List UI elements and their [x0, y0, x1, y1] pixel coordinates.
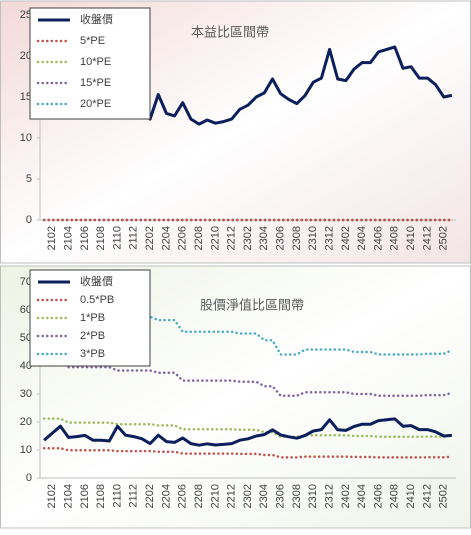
- x-tick-label: 2210: [209, 484, 221, 508]
- legend-box: [29, 7, 151, 120]
- x-tick-label: 2310: [307, 484, 319, 508]
- x-tick-label: 2402: [340, 226, 352, 250]
- x-tick-label: 2210: [209, 226, 221, 250]
- x-tick-label: 2310: [307, 226, 319, 250]
- x-tick-label: 2312: [323, 484, 335, 508]
- legend: 收盤價 5*PE 10*PE 15*PE 20*PE: [29, 7, 151, 120]
- legend-box: [29, 269, 151, 367]
- x-tick-label: 2406: [372, 226, 384, 250]
- x-tick-label: 2102: [46, 226, 58, 250]
- x-tick-label: 2412: [421, 226, 433, 250]
- legend-label: 收盤價: [80, 274, 113, 288]
- x-tick-label: 2206: [177, 226, 189, 250]
- legend-label: 3*PB: [80, 348, 105, 360]
- legend-label: 5*PE: [80, 35, 105, 47]
- x-tick-label: 2406: [372, 484, 384, 508]
- x-tick-label: 2110: [111, 226, 123, 250]
- x-tick-label: 2104: [62, 226, 74, 250]
- x-tick-label: 2106: [79, 226, 91, 250]
- x-tick-label: 2502: [438, 226, 450, 250]
- chart-title: 股價淨值比區間帶: [200, 297, 304, 312]
- x-tick-label: 2402: [340, 484, 352, 508]
- series-line: [43, 417, 453, 447]
- x-tick-label: 2302: [242, 484, 254, 508]
- y-tick-label: 0: [26, 214, 32, 226]
- x-tick-label: 2408: [389, 484, 401, 508]
- y-tick-label: 70: [20, 276, 32, 288]
- y-tick-label: 5: [26, 173, 32, 185]
- x-tick-label: 2208: [193, 226, 205, 250]
- x-tick-label: 2404: [356, 226, 368, 250]
- x-tick-label: 2204: [160, 484, 172, 508]
- x-tick-label: 2408: [389, 226, 401, 250]
- x-tick-label: 2204: [160, 226, 172, 250]
- x-tick-label: 2502: [438, 484, 450, 508]
- legend-label: 15*PE: [80, 77, 111, 89]
- x-tick-label: 2108: [95, 226, 107, 250]
- legend-label: 1*PB: [80, 312, 105, 324]
- legend: 收盤價 0.5*PB 1*PB 2*PB 3*PB: [29, 269, 151, 367]
- y-tick-label: 60: [20, 304, 32, 316]
- x-tick-label: 2202: [144, 484, 156, 508]
- x-tick-label: 2208: [193, 484, 205, 508]
- x-tick-label: 2104: [62, 484, 74, 508]
- x-tick-label: 2108: [95, 484, 107, 508]
- x-tick-label: 2306: [275, 226, 287, 250]
- x-tick-label: 2306: [275, 484, 287, 508]
- x-tick-label: 2304: [258, 484, 270, 508]
- y-tick-label: 30: [20, 388, 32, 400]
- series-line: [42, 358, 454, 397]
- x-tick-label: 2308: [291, 226, 303, 250]
- x-tick-label: 2304: [258, 226, 270, 250]
- series-line: [42, 417, 454, 439]
- y-tick-label: 40: [20, 360, 32, 372]
- legend-label: 2*PB: [80, 330, 105, 342]
- series-line: [42, 447, 454, 459]
- chart-title: 本益比區間帶: [191, 24, 269, 39]
- y-tick-label: 10: [20, 132, 32, 144]
- y-tick-label: 20: [20, 50, 32, 62]
- x-tick-label: 2212: [226, 226, 238, 250]
- x-tick-label: 2110: [111, 484, 123, 508]
- y-tick-label: 0: [26, 472, 32, 484]
- x-tick-label: 2106: [79, 484, 91, 508]
- legend-label: 10*PE: [80, 56, 111, 68]
- y-tick-label: 10: [20, 444, 32, 456]
- legend-label: 20*PE: [80, 98, 111, 110]
- x-tick-label: 2112: [128, 226, 140, 250]
- legend-label: 收盤價: [80, 12, 113, 26]
- x-tick-label: 2302: [242, 226, 254, 250]
- x-tick-label: 2112: [128, 484, 140, 508]
- x-tick-label: 2412: [421, 484, 433, 508]
- x-tick-label: 2206: [177, 484, 189, 508]
- y-tick-label: 15: [20, 91, 32, 103]
- x-tick-label: 2102: [46, 484, 58, 508]
- y-tick-label: 50: [20, 332, 32, 344]
- x-tick-label: 2212: [226, 484, 238, 508]
- y-tick-label: 20: [20, 416, 32, 428]
- x-tick-label: 2404: [356, 484, 368, 508]
- x-tick-label: 2410: [405, 484, 417, 508]
- x-tick-label: 2410: [405, 226, 417, 250]
- y-tick-label: 25: [20, 9, 32, 21]
- legend-label: 0.5*PB: [80, 294, 114, 306]
- x-tick-label: 2312: [323, 226, 335, 250]
- x-tick-label: 2308: [291, 484, 303, 508]
- x-tick-label: 2202: [144, 226, 156, 250]
